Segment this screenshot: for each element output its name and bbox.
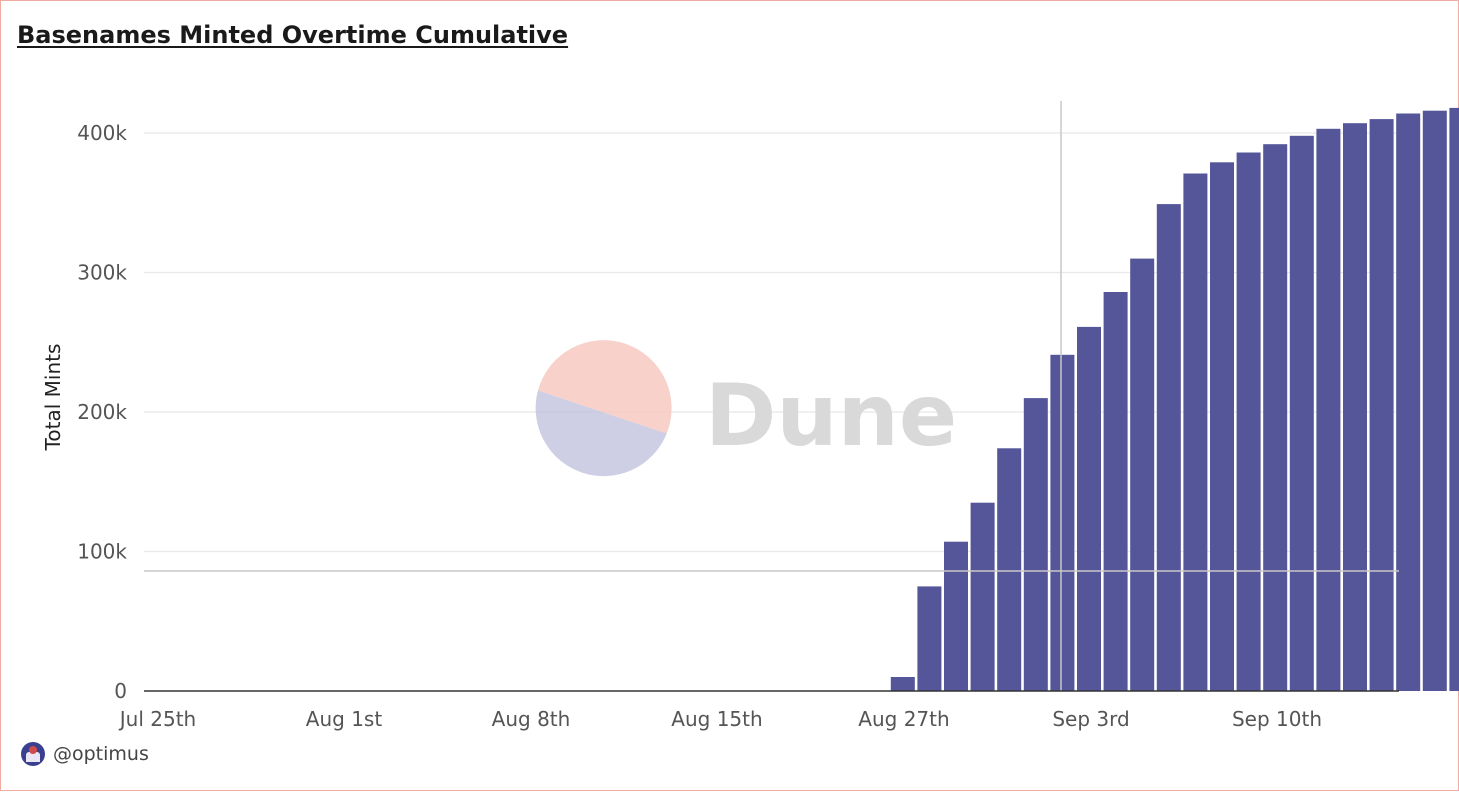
x-tick-label: Aug 27th — [858, 707, 949, 731]
bar[interactable] — [1077, 326, 1101, 691]
author-handle[interactable]: @optimus — [53, 743, 149, 765]
x-tick-label: Sep 3rd — [1052, 707, 1129, 731]
x-tick-label: Sep 10th — [1232, 707, 1322, 731]
bar[interactable] — [1210, 162, 1234, 692]
y-tick-label: 0 — [114, 679, 127, 703]
bar[interactable] — [917, 586, 942, 691]
bar[interactable] — [1023, 398, 1048, 691]
bar[interactable] — [1050, 354, 1075, 691]
x-tick-label: Aug 15th — [671, 707, 762, 731]
x-tick-label: Jul 25th — [118, 707, 196, 731]
y-tick-label: 400k — [77, 121, 127, 145]
bar[interactable] — [1369, 119, 1394, 692]
bars — [890, 107, 1459, 692]
bar[interactable] — [1343, 123, 1367, 691]
bar[interactable] — [1103, 292, 1128, 691]
bar[interactable] — [1130, 258, 1155, 691]
watermark-logo-top — [537, 340, 672, 434]
x-axis-ticks: Jul 25th Aug 1st Aug 8th Aug 15th Aug 27th Se… — [118, 707, 1322, 731]
bar[interactable] — [1156, 204, 1181, 691]
bar[interactable] — [1422, 110, 1447, 691]
dune-watermark: Dune — [535, 340, 957, 477]
bar[interactable] — [997, 448, 1022, 691]
bar[interactable] — [1316, 128, 1341, 692]
bar[interactable] — [1289, 135, 1314, 692]
y-tick-label: 200k — [77, 400, 127, 424]
y-axis-ticks: 0 100k 200k 300k 400k — [77, 121, 127, 703]
author-avatar[interactable] — [21, 742, 45, 766]
x-tick-label: Aug 8th — [492, 707, 571, 731]
chart-title[interactable]: Basenames Minted Overtime Cumulative — [17, 21, 569, 49]
author-footer[interactable]: @optimus — [21, 742, 149, 766]
x-tick-label: Aug 1st — [306, 707, 383, 731]
bar[interactable] — [890, 677, 915, 691]
bar[interactable] — [1236, 152, 1261, 692]
y-axis-label: Total Mints — [41, 344, 65, 452]
watermark-text: Dune — [705, 366, 957, 466]
watermark-logo-bottom — [535, 390, 667, 477]
y-tick-label: 300k — [77, 261, 127, 285]
bar[interactable] — [970, 502, 995, 691]
y-tick-label: 100k — [77, 540, 127, 564]
bar[interactable] — [1449, 107, 1459, 691]
bar[interactable] — [944, 541, 968, 691]
bar[interactable] — [1396, 113, 1421, 692]
bar[interactable] — [1263, 144, 1288, 691]
bar[interactable] — [1183, 173, 1208, 692]
